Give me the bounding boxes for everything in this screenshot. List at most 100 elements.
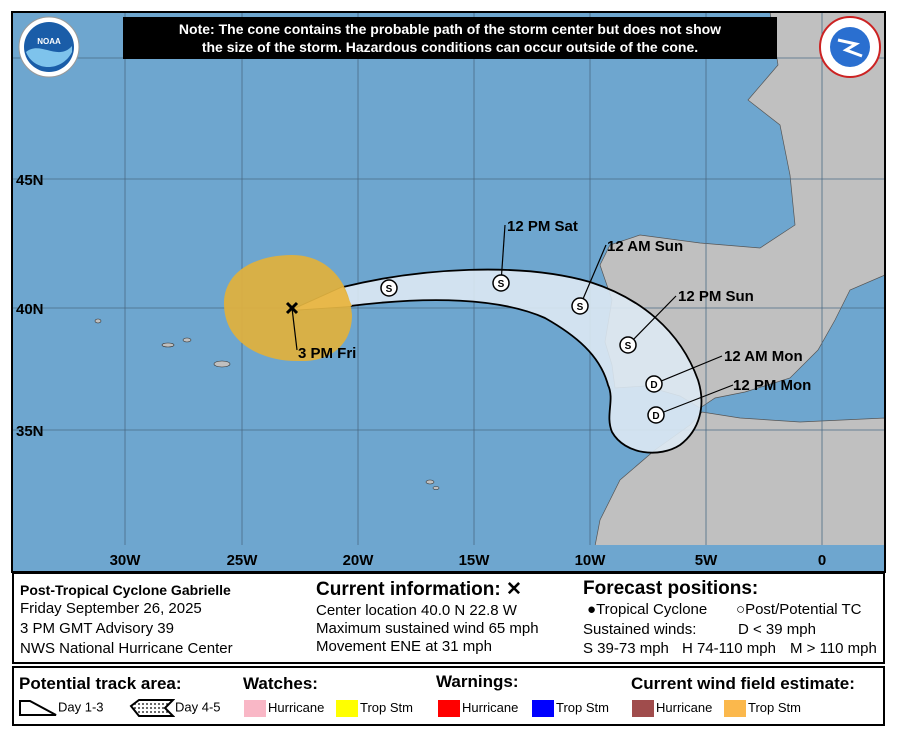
lat-label: 35N — [16, 423, 44, 440]
swatch-label: Hurricane — [268, 700, 325, 715]
cone-day45-icon — [129, 699, 176, 717]
svg-text:NOAA: NOAA — [37, 37, 61, 46]
forecast-time-label: 12 AM Sun — [607, 238, 683, 255]
forecast-time-label: 12 PM Sun — [678, 288, 754, 305]
forecast-marker-icon — [645, 375, 663, 393]
sustained-winds-label: Sustained winds: — [583, 621, 697, 638]
legend-day45: Day 4-5 — [129, 698, 221, 718]
info-panel: Post-Tropical Cyclone Gabrielle Friday S… — [12, 572, 885, 664]
legend-warn-ts: Trop Stm — [532, 700, 609, 718]
wind-s: S 39-73 mph — [583, 640, 669, 657]
legend-tropical-cyclone: ●Tropical Cyclone — [587, 601, 707, 618]
swatch-label: Trop Stm — [748, 700, 801, 715]
wind-field-title: Current wind field estimate: — [631, 674, 855, 693]
forecast-marker-icon — [619, 336, 637, 354]
warnings-title: Warnings: — [436, 672, 519, 691]
forecast-symbol: S — [625, 341, 632, 352]
wind-h: H 74-110 mph — [682, 640, 776, 657]
current-position-x-icon — [285, 301, 299, 315]
advisory-date: Friday September 26, 2025 — [20, 600, 202, 617]
track-area-title: Potential track area: — [19, 674, 182, 693]
filled-circle-icon: ● — [587, 601, 597, 618]
swatch — [244, 700, 266, 718]
forecast-cone — [291, 268, 703, 454]
ptc-label: Post/Potential TC — [745, 601, 862, 618]
swatch-label: Hurricane — [462, 700, 519, 715]
max-wind: Maximum sustained wind 65 mph — [316, 620, 539, 637]
legend-warn-hurricane: Hurricane — [438, 700, 519, 718]
note-line-1: Note: The cone contains the probable pat… — [179, 21, 721, 37]
legend-wind-hurricane: Hurricane — [632, 700, 713, 718]
forecast-time-label: 12 PM Sat — [507, 218, 578, 235]
cone-start — [292, 287, 352, 310]
forecast-point: S 12 AM Sun — [571, 238, 683, 315]
swatch — [438, 700, 460, 718]
forecast-point: D 12 AM Mon — [645, 348, 803, 393]
legend-panel: Potential track area: Watches: Warnings:… — [12, 666, 885, 726]
note-box — [123, 17, 777, 59]
lon-label-strip — [12, 545, 885, 572]
lon-label: 25W — [227, 552, 259, 569]
lon-label: 10W — [575, 552, 607, 569]
forecast-point: D 12 PM Mon — [647, 377, 811, 424]
nws-logo — [819, 16, 881, 78]
storm-name: Post-Tropical Cyclone Gabrielle — [20, 582, 231, 598]
advisory-number: 3 PM GMT Advisory 39 — [20, 620, 174, 637]
legend-wind-ts: Trop Stm — [724, 700, 801, 718]
open-circle-icon: ○ — [736, 601, 746, 618]
swatch — [724, 700, 746, 718]
wind-field-trop-stm — [223, 255, 352, 362]
lon-label: 30W — [110, 552, 142, 569]
forecast-point: S 12 PM Sun — [619, 288, 754, 354]
legend-watch-ts: Trop Stm — [336, 700, 413, 718]
day13-label: Day 1-3 — [58, 699, 104, 715]
forecast-symbol: D — [652, 411, 659, 422]
movement: Movement ENE at 31 mph — [316, 638, 492, 655]
cone-day13-icon — [19, 700, 57, 716]
legend-watch-hurricane: Hurricane — [244, 700, 325, 718]
swatch-label: Hurricane — [656, 700, 713, 715]
forecast-title: Forecast positions: — [583, 578, 759, 599]
forecast-symbol: S — [577, 302, 584, 313]
note-line-2: the size of the storm. Hazardous conditi… — [202, 39, 698, 55]
lat-label: 45N — [16, 172, 44, 189]
wind-m: M > 110 mph — [790, 640, 877, 657]
swatch — [632, 700, 654, 718]
lon-label: 0 — [818, 552, 826, 569]
current-info-title: Current information: ✕ — [316, 578, 522, 601]
islands — [94, 318, 440, 490]
forecast-marker-icon — [492, 274, 510, 292]
lon-label: 20W — [343, 552, 375, 569]
lon-label: 5W — [695, 552, 718, 569]
current-time-label: 3 PM Fri — [298, 345, 356, 362]
day45-label: Day 4-5 — [175, 699, 221, 715]
x-icon: ✕ — [506, 579, 522, 600]
legend-day13: Day 1-3 — [18, 698, 104, 718]
lon-label: 15W — [459, 552, 491, 569]
issuing-center: NWS National Hurricane Center — [20, 640, 233, 657]
forecast-symbol: S — [386, 284, 393, 295]
current-info-title-text: Current information: — [316, 579, 501, 600]
forecast-marker-icon — [380, 279, 398, 297]
swatch-label: Trop Stm — [556, 700, 609, 715]
forecast-symbol: D — [650, 380, 657, 391]
legend-post-tc: ○Post/Potential TC — [736, 601, 862, 618]
noaa-logo: NOAA — [18, 16, 80, 78]
forecast-marker-icon — [647, 406, 665, 424]
swatch — [532, 700, 554, 718]
forecast-time-label: 12 AM Mon — [724, 348, 803, 365]
forecast-point: S 12 PM Sat — [492, 218, 578, 292]
forecast-point: S — [380, 279, 398, 297]
swatch-label: Trop Stm — [360, 700, 413, 715]
swatch — [336, 700, 358, 718]
tc-label: Tropical Cyclone — [596, 601, 708, 618]
forecast-symbol: S — [498, 279, 505, 290]
forecast-time-label: 12 PM Mon — [733, 377, 811, 394]
forecast-marker-icon — [571, 297, 589, 315]
center-location: Center location 40.0 N 22.8 W — [316, 602, 517, 619]
watches-title: Watches: — [243, 674, 318, 693]
leader-lines — [291, 224, 734, 416]
lat-label: 40N — [16, 301, 44, 318]
